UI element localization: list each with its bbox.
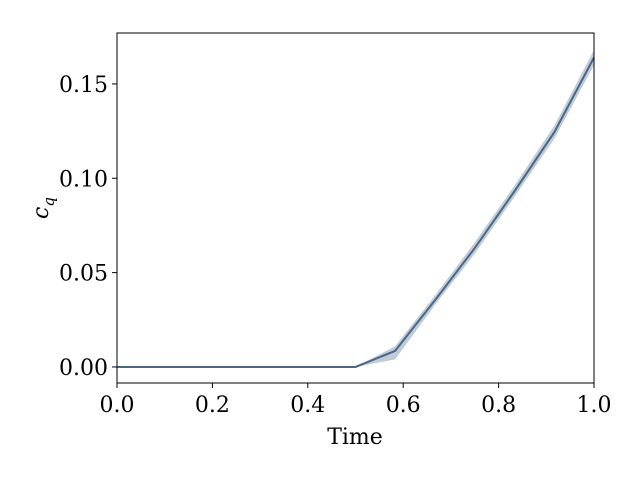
x-tick-label: 0.0 (100, 393, 135, 418)
y-axis-label: cq (29, 197, 58, 219)
line (117, 57, 595, 368)
plot-frame (116, 32, 595, 384)
x-tick-label: 0.4 (290, 393, 325, 418)
x-axis-label: Time (327, 425, 383, 450)
y-tick-label: 0.10 (59, 167, 108, 192)
confidence-band (117, 49, 594, 367)
x-tick-label: 0.8 (481, 393, 516, 418)
x-tick-label: 0.2 (195, 393, 230, 418)
y-tick-label: 0.15 (59, 73, 108, 98)
y-tick-label: 0.05 (59, 262, 108, 287)
y-tick-label: 0.00 (59, 356, 108, 381)
y-axis-label-subscript: q (40, 197, 58, 207)
x-tick-label: 0.6 (386, 393, 421, 418)
y-axis-label-base: c (29, 207, 54, 219)
x-tick-label: 1.0 (577, 393, 612, 418)
